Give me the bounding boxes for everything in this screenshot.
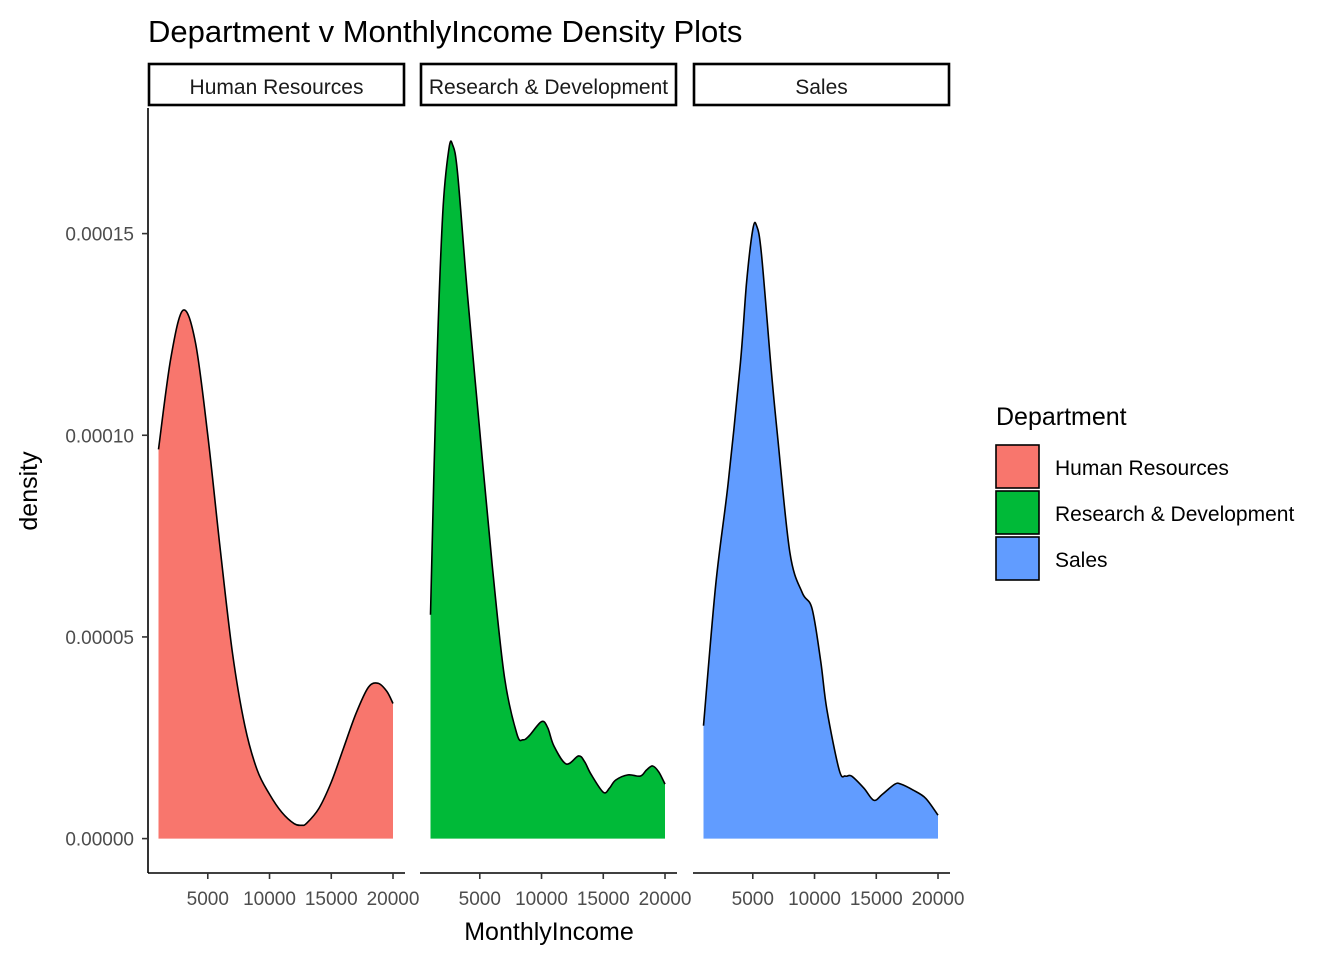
x-tick-label-human-resources: 5000	[187, 889, 229, 910]
density-line-sales	[702, 221, 939, 816]
x-tick-label-human-resources: 15000	[305, 889, 358, 910]
x-tick-label-research-development: 5000	[459, 889, 501, 910]
legend-label-sales: Sales	[1055, 549, 1108, 572]
legend: Department Human Resources Research & Dev…	[995, 403, 1294, 581]
panel-sales: Sales 5000 10000 15000 20000	[692, 62, 965, 910]
x-tick-label-sales: 15000	[850, 889, 903, 910]
strip-research-development	[419, 62, 678, 107]
density-area-human-resources	[158, 309, 393, 839]
density-area-research-development	[430, 141, 665, 839]
legend-key-research-development	[995, 490, 1040, 535]
y-tick-label: 0.00010	[65, 426, 134, 447]
legend-title: Department	[996, 403, 1127, 431]
panel-research-development: Research & Development 5000 10000 15000 2000…	[419, 62, 692, 910]
panel-human-resources: Human Resources 5000 10000 15000 20000	[147, 62, 420, 910]
x-tick-label-research-development: 20000	[639, 889, 692, 910]
x-tick-label-sales: 20000	[912, 889, 965, 910]
strip-label-human-resources: Human Resources	[190, 76, 364, 99]
y-tick-label: 0.00005	[65, 628, 134, 649]
legend-label-research-development: Research & Development	[1055, 503, 1294, 526]
x-tick-label-research-development: 15000	[577, 889, 630, 910]
legend-key-sales	[995, 536, 1040, 581]
x-tick-label-sales: 10000	[788, 889, 841, 910]
chart-title: Department v MonthlyIncome Density Plots	[148, 14, 742, 49]
legend-key-human-resources	[995, 444, 1040, 489]
strip-label-research-development: Research & Development	[429, 76, 668, 99]
x-axis-title: MonthlyIncome	[464, 918, 634, 946]
x-tick-label-human-resources: 10000	[243, 889, 296, 910]
density-line-research-development	[429, 140, 666, 794]
density-area-sales	[703, 222, 938, 839]
x-tick-label-human-resources: 20000	[367, 889, 420, 910]
legend-label-human-resources: Human Resources	[1055, 457, 1229, 480]
strip-human-resources	[147, 62, 406, 107]
strip-sales	[692, 62, 951, 107]
y-tick-label: 0.00015	[65, 225, 134, 246]
density-line-human-resources	[157, 309, 394, 827]
y-axis-title: density	[15, 451, 43, 531]
y-axis: 0.00000 0.00005 0.00010 0.00015	[65, 108, 149, 873]
y-tick-label: 0.00000	[65, 830, 134, 851]
strip-label-sales: Sales	[795, 76, 848, 99]
x-tick-label-research-development: 10000	[515, 889, 568, 910]
x-tick-label-sales: 5000	[732, 889, 774, 910]
